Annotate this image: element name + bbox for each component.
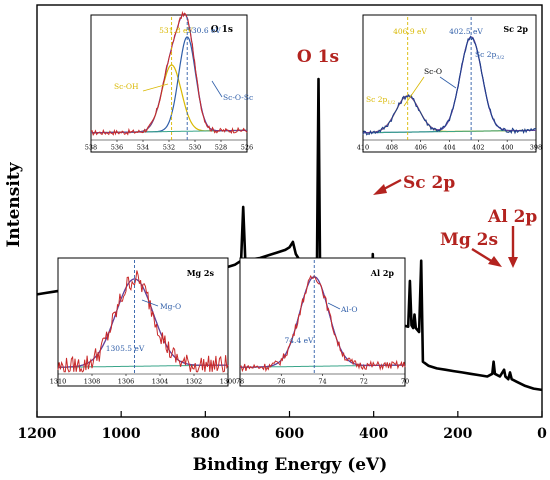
inset-x-tick-label: 72 — [360, 378, 368, 386]
inset-x-tick-label: 1308 — [84, 378, 101, 386]
inset-al2p-pointer — [327, 302, 341, 310]
inset-mg2s-title: Mg 2s — [187, 268, 215, 278]
inset-x-tick-label: 528 — [215, 144, 227, 152]
inset-x-tick-label: 78 — [236, 378, 244, 386]
inset-x-tick-label: 534 — [137, 144, 149, 152]
inset-x-tick-label: 74 — [318, 378, 326, 386]
inset-sc2p-peak-label-2: 402.5 eV — [449, 27, 483, 36]
inset-x-tick-label: 538 — [85, 144, 97, 152]
arrow-al2p-head — [508, 257, 518, 268]
inset-x-tick-label: 400 — [501, 144, 513, 152]
annotation-mg2s: Mg 2s — [440, 230, 498, 250]
arrow-mg2s — [471, 247, 494, 264]
peak-annotations: O 1s Sc 2p Mg 2s Al 2p — [297, 47, 537, 268]
inset-x-tick-label: 76 — [277, 378, 285, 386]
inset-al2p: 78 76 74 72 70 Al 2p 74.4 eV Al-O — [236, 257, 409, 387]
inset-sc2p-label-2p12: Sc 2p1/2 — [366, 95, 395, 106]
inset-x-tick-label: 398 — [530, 144, 542, 152]
inset-x-tick-label: 1306 — [118, 378, 135, 386]
inset-x-tick-label: 530 — [189, 144, 201, 152]
inset-mg2s-comp-label: Mg-O — [160, 302, 181, 311]
inset-x-tick-label: 526 — [241, 144, 253, 152]
inset-x-tick-label: 1310 — [50, 378, 67, 386]
inset-al2p-title: Al 2p — [370, 268, 395, 278]
arrow-sc2p-head — [373, 184, 387, 195]
inset-o1s-pointer-2 — [211, 80, 223, 98]
inset-o1s-pointer-1 — [142, 83, 169, 92]
inset-o1s-peak-label-2: 530.6 eV — [187, 26, 221, 35]
inset-x-tick-label: 1302 — [186, 378, 203, 386]
inset-sc2p-label-sco: Sc-O — [424, 67, 442, 76]
main-x-tick-label: 1200 — [18, 426, 57, 442]
inset-o1s-title: O 1s — [211, 25, 233, 35]
arrow-mg2s-head — [488, 256, 502, 267]
annotation-al2p: Al 2p — [487, 207, 537, 227]
main-x-tick-label: 800 — [191, 426, 220, 442]
inset-o1s-peak-label-1: 531.8 eV — [159, 26, 193, 35]
inset-x-tick-label: 1304 — [152, 378, 169, 386]
inset-sc2p-pointer-1 — [403, 76, 425, 107]
inset-x-tick-label: 408 — [386, 144, 398, 152]
main-x-tick-label: 600 — [275, 426, 304, 442]
inset-sc2p-title: Sc 2p — [503, 24, 528, 34]
inset-sc2p-label-2p32-main: Sc 2p — [475, 50, 496, 59]
annotation-o1s: O 1s — [297, 47, 339, 67]
inset-sc2p-label-2p12-sub: 1/2 — [387, 100, 395, 106]
annotation-sc2p: Sc 2p — [403, 173, 455, 193]
inset-sc2p-label-2p32: Sc 2p3/2 — [475, 50, 504, 61]
main-x-tick-label: 0 — [537, 426, 547, 442]
inset-al2p-frame — [239, 257, 406, 387]
main-x-ticks: 1200 1000 800 600 400 200 0 — [18, 411, 547, 442]
inset-o1s: 538 536 534 532 530 528 526 O 1s 531.8 eV 530.… — [85, 10, 253, 153]
inset-al2p-peak-label: 74.4 eV — [285, 336, 315, 345]
inset-x-tick-label: 406 — [414, 144, 426, 152]
inset-sc2p: 410 408 406 404 402 400 398 Sc 2p 406.9 eV 402… — [357, 14, 542, 153]
inset-o1s-comp-label-1: Sc-OH — [114, 82, 139, 91]
inset-mg2s: 1310 1308 1306 1304 1302 1300 Mg 2s 1305.5 eV… — [50, 257, 237, 387]
inset-o1s-comp-label-2: Sc-O-Sc — [223, 93, 253, 102]
inset-x-tick-label: 536 — [111, 144, 123, 152]
inset-sc2p-peak-label-1: 406.9 eV — [393, 27, 427, 36]
inset-x-tick-label: 410 — [357, 144, 369, 152]
x-axis-label: Binding Energy (eV) — [193, 455, 388, 475]
inset-raw-data-line — [239, 274, 406, 373]
inset-x-tick-label: 70 — [401, 378, 409, 386]
inset-raw-data-line — [90, 10, 248, 136]
main-x-tick-label: 1000 — [102, 426, 141, 442]
inset-x-tick-label: 404 — [443, 144, 455, 152]
inset-x-tick-label: 532 — [163, 144, 175, 152]
inset-x-tick-label: 402 — [472, 144, 484, 152]
main-x-tick-label: 200 — [443, 426, 472, 442]
inset-raw-data-line — [362, 35, 537, 136]
inset-raw-data-line — [57, 270, 229, 373]
y-axis-label: Intensity — [4, 161, 24, 247]
inset-mg2s-peak-label: 1305.5 eV — [106, 344, 145, 353]
inset-sc2p-label-2p12-main: Sc 2p — [366, 95, 387, 104]
inset-mg2s-pointer — [141, 299, 159, 307]
inset-al2p-comp-label: Al-O — [340, 305, 358, 314]
inset-x-tick-label: 1300 — [220, 378, 237, 386]
main-x-tick-label: 400 — [359, 426, 388, 442]
inset-sc2p-label-2p32-sub: 3/2 — [496, 55, 504, 61]
inset-sc2p-pointer-2 — [439, 76, 457, 89]
